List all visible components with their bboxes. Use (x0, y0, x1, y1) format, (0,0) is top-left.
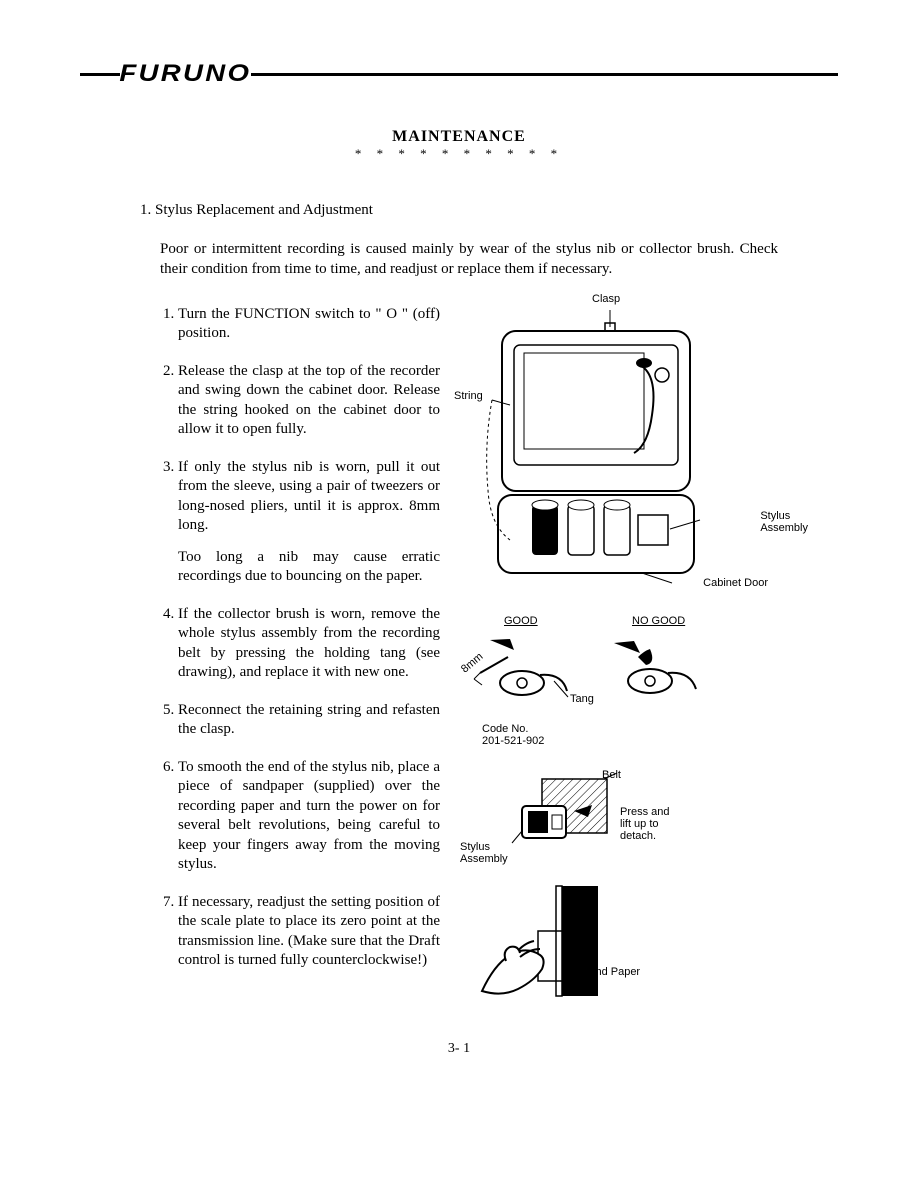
steps-column: Turn the FUNCTION switch to " O " (off) … (140, 305, 440, 1011)
string-label: String (454, 390, 483, 402)
section-intro: Poor or intermittent recording is caused… (160, 239, 778, 280)
page-title: MAINTENANCE (80, 128, 838, 146)
step-5: Reconnect the retaining string and refas… (178, 701, 440, 740)
title-decoration: * * * * * * * * * * (80, 146, 838, 162)
step-2-text: Release the clasp at the top of the reco… (178, 363, 440, 438)
step-1-text: Turn the FUNCTION switch to " O " (off) … (178, 306, 440, 342)
two-column-layout: Turn the FUNCTION switch to " O " (off) … (140, 305, 778, 1011)
step-3-text: If only the stylus nib is worn, pull it … (178, 459, 440, 534)
section-title: Stylus Replacement and Adjustment (155, 202, 373, 218)
sandpaper-svg (462, 881, 662, 1011)
sandpaper-label: Sand Paper (582, 966, 640, 978)
step-5-text: Reconnect the retaining string and refas… (178, 702, 440, 738)
step-7-text: If necessary, readjust the setting posit… (178, 894, 440, 969)
code-val-label: 201-521-902 (482, 735, 544, 747)
step-3-note: Too long a nib may cause erratic recordi… (178, 548, 440, 587)
good-label: GOOD (504, 615, 538, 627)
step-6-text: To smooth the end of the stylus nib, pla… (178, 759, 440, 873)
press-lift-label: Press and lift up to detach. (620, 806, 670, 842)
belt-diagram: Belt Press and lift up to detach. Stylus… (462, 771, 778, 871)
cabinet-door-label: Cabinet Door (703, 577, 768, 589)
step-6: To smooth the end of the stylus nib, pla… (178, 758, 440, 875)
steps-list: Turn the FUNCTION switch to " O " (off) … (140, 305, 440, 971)
rule-right (251, 73, 838, 76)
page-number: 3- 1 (140, 1041, 778, 1057)
step-4-text: If the collector brush is worn, remove t… (178, 606, 440, 681)
step-3: If only the stylus nib is worn, pull it … (178, 458, 440, 587)
good-nogood-diagram: GOOD NO GOOD 8mm Tang Code No. 201-521-9… (462, 615, 778, 765)
step-2: Release the clasp at the top of the reco… (178, 362, 440, 440)
step-7: If necessary, readjust the setting posit… (178, 893, 440, 971)
recorder-diagram: Clasp String Stylus Assembly Cabinet Doo… (462, 305, 778, 595)
step-1: Turn the FUNCTION switch to " O " (off) … (178, 305, 440, 344)
code-no-label: Code No. (482, 723, 528, 735)
brand-logo: FURUNO (119, 60, 251, 88)
no-good-label: NO GOOD (632, 615, 685, 627)
clasp-label: Clasp (592, 293, 620, 305)
header-rule: FURUNO (80, 60, 838, 88)
title-block: MAINTENANCE * * * * * * * * * * (80, 128, 838, 162)
rule-left (80, 73, 120, 76)
recorder-svg (462, 305, 712, 595)
section-heading: 1. Stylus Replacement and Adjustment (140, 202, 778, 219)
step-4: If the collector brush is worn, remove t… (178, 605, 440, 683)
stylus-assembly2-label: Stylus Assembly (460, 841, 508, 865)
section-number: 1. (140, 202, 151, 218)
content-area: 1. Stylus Replacement and Adjustment Poo… (80, 202, 838, 1057)
diagram-column: Clasp String Stylus Assembly Cabinet Doo… (462, 305, 778, 1011)
stylus-assembly-label: Stylus Assembly (760, 510, 808, 534)
belt-label: Belt (602, 769, 621, 781)
sandpaper-diagram: Sand Paper (462, 881, 778, 1011)
tang-label: Tang (570, 693, 594, 705)
